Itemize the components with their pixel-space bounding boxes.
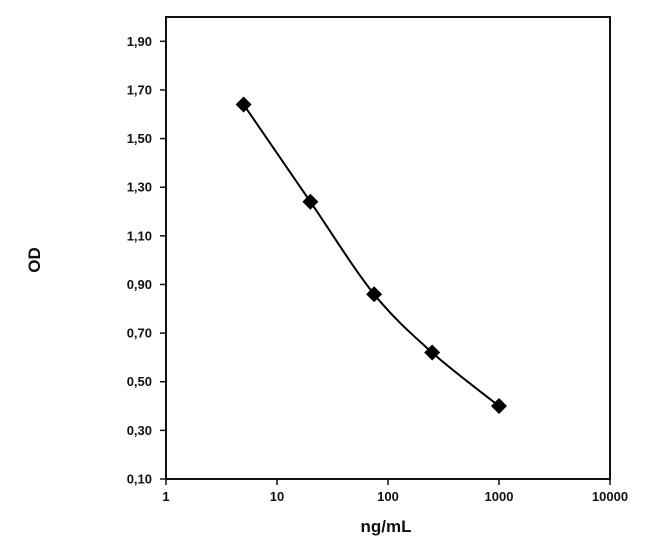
y-axis: 0,10 0,30 0,50 0,70 0,90 1,10 1,30 1,50 1,70 1,90: [127, 34, 166, 487]
y-tick-label: 1,30: [127, 180, 152, 195]
data-point: [491, 398, 507, 415]
data-point: [302, 193, 319, 210]
data-point: [424, 344, 441, 361]
series-points: [235, 96, 507, 415]
x-tick-label: 100: [377, 489, 399, 504]
y-tick-label: 0,10: [127, 472, 152, 487]
y-tick-label: 1,70: [127, 82, 152, 97]
x-axis: 1 10 100 1000 10000: [162, 479, 628, 504]
x-tick-label: 10000: [592, 489, 628, 504]
data-point: [366, 286, 383, 303]
y-axis-title: OD: [25, 247, 44, 273]
y-tick-label: 1,90: [127, 34, 152, 49]
y-tick-label: 0,50: [127, 374, 152, 389]
series-curve: [242, 103, 500, 407]
y-tick-label: 0,30: [127, 423, 152, 438]
y-tick-label: 1,10: [127, 228, 152, 243]
x-axis-title: ng/mL: [361, 517, 412, 536]
data-point: [235, 96, 252, 113]
y-tick-label: 0,90: [127, 277, 152, 292]
y-tick-label: 1,50: [127, 131, 152, 146]
x-tick-label: 1000: [485, 489, 514, 504]
x-tick-label: 10: [270, 489, 284, 504]
y-tick-label: 0,70: [127, 326, 152, 341]
x-tick-label: 1: [162, 489, 169, 504]
plot-frame: [165, 16, 611, 480]
